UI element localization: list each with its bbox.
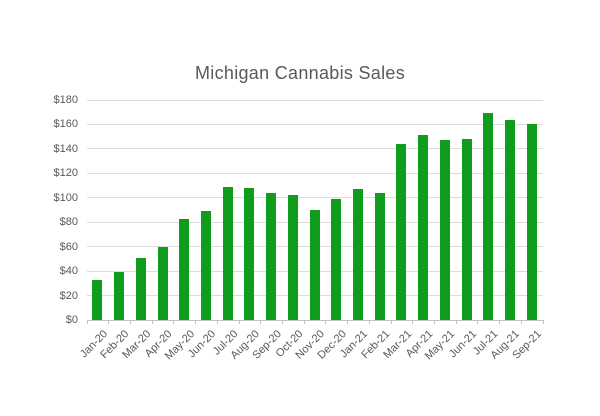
bar-jul-21 bbox=[483, 113, 494, 320]
x-axis-tick bbox=[303, 320, 305, 324]
bar-jun-21 bbox=[461, 139, 472, 320]
x-axis-tick bbox=[455, 320, 457, 324]
gridline bbox=[86, 172, 543, 174]
y-axis-tick-label: $180 bbox=[53, 94, 78, 106]
x-axis-tick bbox=[108, 320, 110, 324]
y-axis-tick-label: $60 bbox=[59, 240, 78, 253]
bar-may-20 bbox=[179, 218, 190, 320]
x-axis-tick bbox=[499, 320, 501, 324]
x-axis-tick bbox=[238, 320, 240, 324]
bar-nov-20 bbox=[309, 210, 320, 320]
x-axis-line bbox=[86, 319, 543, 321]
bar-jan-21 bbox=[352, 189, 363, 320]
x-axis-tick bbox=[129, 320, 131, 324]
y-axis-tick-label: $160 bbox=[53, 118, 78, 131]
bar-apr-20 bbox=[157, 246, 168, 320]
x-axis-tick bbox=[368, 320, 370, 324]
bar-may-21 bbox=[439, 140, 450, 320]
x-axis-tick bbox=[86, 320, 88, 324]
gridline bbox=[86, 148, 543, 150]
bar-jul-20 bbox=[222, 186, 233, 320]
y-axis-tick-label: $0 bbox=[65, 314, 78, 326]
bar-jun-20 bbox=[200, 211, 211, 320]
y-axis-tick-label: $80 bbox=[59, 216, 78, 229]
x-axis-tick bbox=[151, 320, 153, 324]
y-axis-tick-label: $120 bbox=[53, 167, 78, 180]
y-axis-tick-label: $100 bbox=[53, 191, 78, 204]
x-axis-tick bbox=[347, 320, 349, 324]
x-axis-tick bbox=[195, 320, 197, 324]
bar-jan-20 bbox=[92, 279, 103, 320]
bar-mar-20 bbox=[135, 257, 146, 320]
x-axis-tick bbox=[325, 320, 327, 324]
x-axis-tick bbox=[542, 320, 544, 324]
y-axis-tick-label: $140 bbox=[53, 142, 78, 155]
bar-mar-21 bbox=[396, 144, 407, 320]
x-axis-tick bbox=[412, 320, 414, 324]
x-axis-tick bbox=[433, 320, 435, 324]
bar-feb-21 bbox=[374, 192, 385, 320]
x-axis-tick bbox=[390, 320, 392, 324]
x-axis-tick bbox=[520, 320, 522, 324]
bar-oct-20 bbox=[287, 195, 298, 320]
chart-title: Michigan Cannabis Sales bbox=[194, 63, 405, 83]
y-axis-tick-label: $40 bbox=[59, 265, 78, 278]
bar-dec-20 bbox=[331, 199, 342, 320]
gridline bbox=[86, 197, 543, 199]
gridline bbox=[86, 99, 543, 101]
bar-feb-20 bbox=[114, 272, 125, 320]
bar-aug-20 bbox=[244, 188, 255, 320]
bar-sep-20 bbox=[266, 192, 277, 320]
x-axis-tick bbox=[260, 320, 262, 324]
bar-aug-21 bbox=[504, 119, 515, 320]
gridline bbox=[86, 123, 543, 125]
bar-apr-21 bbox=[418, 135, 429, 320]
x-axis-tick bbox=[216, 320, 218, 324]
y-axis-tick-label: $20 bbox=[59, 289, 78, 302]
x-axis-tick bbox=[477, 320, 479, 324]
x-axis-tick bbox=[173, 320, 175, 324]
x-axis-tick bbox=[281, 320, 283, 324]
bar-sep-21 bbox=[526, 124, 537, 320]
